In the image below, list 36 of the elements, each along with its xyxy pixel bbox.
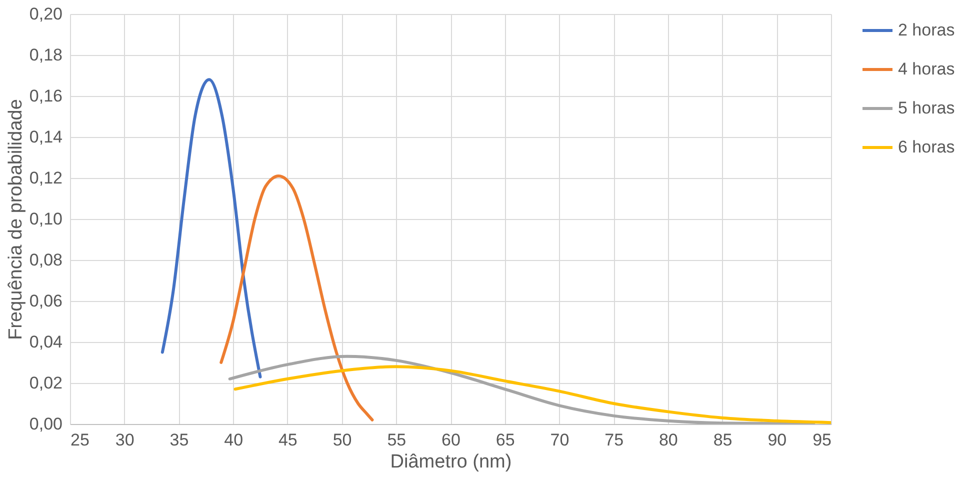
line-series xyxy=(228,354,816,424)
x-tick-label: 75 xyxy=(604,430,624,450)
y-tick-label: 0,00 xyxy=(29,414,62,434)
legend-label: 2 horas xyxy=(898,20,955,40)
x-tick-label: 95 xyxy=(812,430,832,450)
x-tick-label: 55 xyxy=(387,430,406,450)
legend-label: 6 horas xyxy=(898,138,955,156)
x-tick-label: 80 xyxy=(658,430,678,450)
y-tick-label: 0,08 xyxy=(29,250,62,270)
y-tick-label: 0,12 xyxy=(29,168,62,188)
y-axis-title: Frequência de probabilidade xyxy=(5,99,26,340)
y-tick-label: 0,20 xyxy=(29,4,62,24)
y-tick-label: 0,04 xyxy=(29,332,62,352)
x-tick-label: 70 xyxy=(550,430,570,450)
x-tick-label: 30 xyxy=(115,430,134,450)
y-tick-label: 0,10 xyxy=(29,210,62,228)
legend-label: 5 horas xyxy=(898,98,955,118)
x-tick-label: 45 xyxy=(278,430,298,450)
y-tick-label: 0,06 xyxy=(29,292,62,310)
y-tick-label: 0,02 xyxy=(29,374,62,392)
x-tick-label: 60 xyxy=(442,430,460,450)
x-tick-label: 35 xyxy=(170,430,189,450)
y-tick-label: 0,14 xyxy=(29,128,62,146)
line-series xyxy=(220,174,374,422)
x-tick-label: 85 xyxy=(713,430,732,450)
y-tick-label: 0,16 xyxy=(29,86,62,106)
y-tick-label: 0,18 xyxy=(29,46,62,64)
x-tick-label: 25 xyxy=(70,430,90,450)
x-tick-label: 90 xyxy=(768,430,787,450)
legend-label: 4 horas xyxy=(898,60,955,78)
line-series xyxy=(234,365,831,424)
x-axis-title: Diâmetro (nm) xyxy=(390,452,512,472)
line-series xyxy=(160,78,262,378)
x-tick-label: 40 xyxy=(224,430,244,450)
x-tick-label: 50 xyxy=(332,430,352,450)
x-tick-label: 65 xyxy=(496,430,515,450)
